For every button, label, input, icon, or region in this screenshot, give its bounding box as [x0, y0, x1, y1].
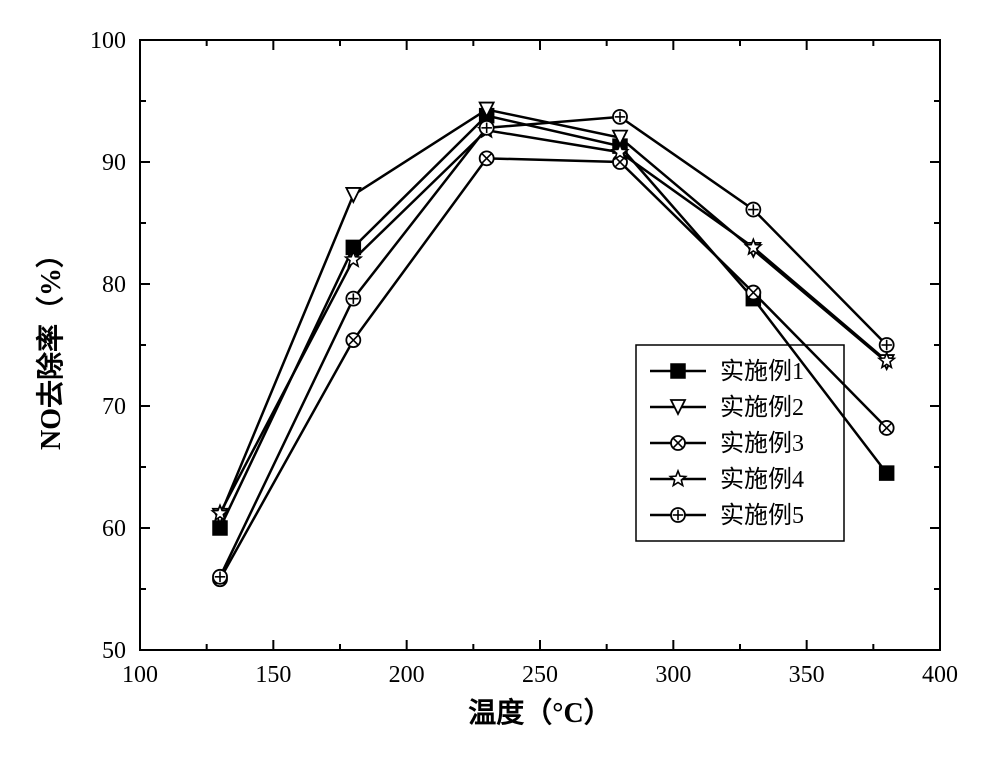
- x-tick-label: 150: [255, 662, 291, 688]
- x-tick-label: 400: [922, 662, 958, 688]
- legend-label-3: 实施例4: [720, 466, 804, 493]
- x-tick-label: 200: [389, 662, 425, 688]
- y-tick-label: 50: [102, 638, 126, 664]
- series-markers-1: [213, 103, 894, 523]
- legend-label-4: 实施例5: [720, 502, 804, 529]
- chart-container: 100 150 200 250 300 350 400 50 60 70 80 90 100 温度（°C）…: [0, 0, 1000, 760]
- x-tick-label: 300: [655, 662, 691, 688]
- line-chart: 100 150 200 250 300 350 400 50 60 70 80 90 100 温度（°C）…: [0, 0, 1000, 760]
- y-tick-label: 60: [102, 516, 126, 542]
- y-tick-label: 100: [90, 28, 126, 54]
- legend-label-0: 实施例1: [720, 358, 804, 385]
- y-axis-title: NO去除率（%）: [34, 240, 67, 450]
- x-tick-label: 250: [522, 662, 558, 688]
- x-tick-label: 350: [789, 662, 825, 688]
- x-axis-title: 温度（°C）: [468, 696, 611, 729]
- series-markers-3: [212, 122, 894, 520]
- legend-label-1: 实施例2: [720, 394, 804, 421]
- x-tick-label: 100: [122, 662, 158, 688]
- y-tick-label: 80: [102, 272, 126, 298]
- y-tick-label: 70: [102, 394, 126, 420]
- legend-label-2: 实施例3: [720, 430, 804, 457]
- y-tick-label: 90: [102, 150, 126, 176]
